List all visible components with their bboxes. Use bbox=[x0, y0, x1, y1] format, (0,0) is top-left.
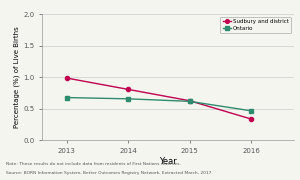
Line: Sudbury and district: Sudbury and district bbox=[64, 76, 253, 121]
Sudbury and district bbox=[65, 77, 68, 79]
Y-axis label: Percentage (%) of Live Births: Percentage (%) of Live Births bbox=[14, 26, 20, 128]
Ontario bbox=[249, 110, 253, 112]
Sudbury and district bbox=[126, 88, 130, 91]
Ontario bbox=[188, 100, 191, 102]
Sudbury and district bbox=[249, 118, 253, 120]
X-axis label: Year: Year bbox=[159, 157, 177, 166]
Text: Source: BORN Information System, Better Outcomes Registry Network, Extracted Mar: Source: BORN Information System, Better … bbox=[6, 171, 213, 175]
Sudbury and district bbox=[188, 100, 191, 102]
Line: Ontario: Ontario bbox=[64, 95, 253, 113]
Ontario bbox=[65, 96, 68, 99]
Legend: Sudbury and district, Ontario: Sudbury and district, Ontario bbox=[220, 17, 291, 33]
Ontario bbox=[126, 98, 130, 100]
Text: Note: These results do not include data from residents of First Nations reserves: Note: These results do not include data … bbox=[6, 162, 181, 166]
